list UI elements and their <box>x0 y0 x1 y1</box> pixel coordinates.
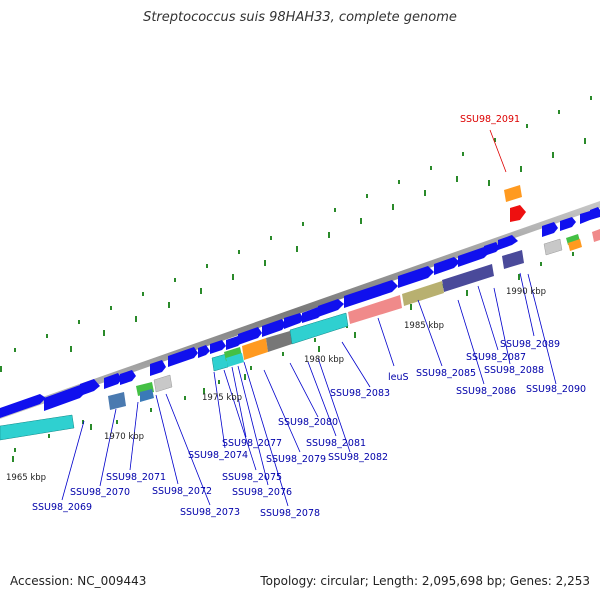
gene-arrow <box>542 222 558 237</box>
gene-block-2091 <box>504 185 522 202</box>
inner-strand-genes <box>0 229 600 441</box>
tick-1965: 1965 kbp <box>6 473 46 483</box>
gene-label: SSU98_2077 <box>222 438 282 449</box>
gene-block <box>140 389 154 402</box>
gene-label: SSU98_2069 <box>32 502 92 513</box>
tick-1980: 1980 kbp <box>304 355 344 365</box>
gene-label: SSU98_2078 <box>260 508 320 519</box>
gene-arrow <box>458 247 490 267</box>
gene-block <box>566 234 580 245</box>
forward-strand-genes <box>0 207 600 418</box>
gene-label: SSU98_2070 <box>70 487 130 498</box>
gene-block <box>108 392 126 410</box>
gene-block <box>568 239 582 251</box>
gene-block <box>543 238 563 256</box>
gene-arrow <box>344 280 398 308</box>
gene-arrow <box>484 242 500 256</box>
label-leaders <box>61 272 557 507</box>
gene-arrow <box>498 235 518 250</box>
gene-label: SSU98_2090 <box>526 384 586 395</box>
ruler-row-outer <box>14 96 592 352</box>
tick-1985: 1985 kbp <box>404 321 444 331</box>
gene-label: SSU98_2086 <box>456 386 516 397</box>
gene-block <box>226 353 244 367</box>
accession-text: Accession: NC_009443 <box>10 574 147 588</box>
gene-label: SSU98_2074 <box>188 450 248 461</box>
tick-1970: 1970 kbp <box>104 432 144 442</box>
gene-arrow <box>318 299 344 317</box>
gene-arrow-red <box>510 205 526 222</box>
gene-block <box>402 281 444 306</box>
gene-label: SSU98_2071 <box>106 472 166 483</box>
gene-arrow <box>560 217 576 231</box>
gene-arrow <box>80 379 100 396</box>
highlighted-features <box>504 185 526 222</box>
genome-stats-text: Topology: circular; Length: 2,095,698 bp… <box>260 574 590 588</box>
gene-block <box>289 312 349 345</box>
gene-label: SSU98_2072 <box>152 486 212 497</box>
ruler-row-inner-major <box>12 274 520 462</box>
coordinate-ticks: 1965 kbp 1970 kbp 1975 kbp 1980 kbp 1985… <box>6 287 546 483</box>
gene-arrow <box>168 347 198 367</box>
tick-1975: 1975 kbp <box>202 393 242 403</box>
gene-labels: SSU98_2069 SSU98_2070 SSU98_2071 SSU98_2… <box>32 114 586 519</box>
gene-label: SSU98_2082 <box>328 452 388 463</box>
gene-arrow <box>284 313 304 329</box>
gene-arrow <box>44 385 86 411</box>
gene-label: SSU98_2089 <box>500 339 560 350</box>
gene-arrow <box>262 319 286 337</box>
map-title: Streptococcus suis 98HAH33, complete gen… <box>143 10 457 25</box>
gene-block <box>442 264 494 292</box>
gene-arrow <box>104 373 122 389</box>
gene-label: SSU98_2088 <box>484 365 544 376</box>
gene-arrow <box>434 257 460 275</box>
ruler-row-major <box>0 138 586 372</box>
gene-arrow <box>398 266 434 288</box>
gene-block <box>266 331 292 352</box>
gene-label: SSU98_2079 <box>266 454 326 465</box>
gene-arrow <box>198 345 210 358</box>
gene-label: SSU98_2083 <box>330 388 390 399</box>
gene-label: SSU98_2080 <box>278 417 338 428</box>
gene-block <box>348 295 402 324</box>
gene-block <box>592 229 600 242</box>
label-leader-2091 <box>489 129 507 173</box>
gene-label: SSU98_2075 <box>222 472 282 483</box>
ruler-ticks <box>0 96 592 462</box>
gene-block <box>0 414 75 441</box>
gene-block <box>242 338 268 360</box>
gene-arrow <box>0 394 46 418</box>
gene-label: SSU98_2081 <box>306 438 366 449</box>
gene-arrow <box>120 370 136 385</box>
gene-label-highlight: SSU98_2091 <box>460 114 520 125</box>
gene-block <box>153 374 173 393</box>
gene-label: SSU98_2087 <box>466 352 526 363</box>
gene-label: SSU98_2085 <box>416 368 476 379</box>
gene-arrow <box>238 327 262 345</box>
gene-label: SSU98_2073 <box>180 507 240 518</box>
tick-1990: 1990 kbp <box>506 287 546 297</box>
gene-arrow <box>210 340 226 354</box>
gene-arrow <box>590 207 600 220</box>
gene-block <box>502 250 524 269</box>
gene-label: SSU98_2076 <box>232 487 292 498</box>
gene-arrow <box>150 360 166 376</box>
gene-label: leuS <box>388 372 409 383</box>
